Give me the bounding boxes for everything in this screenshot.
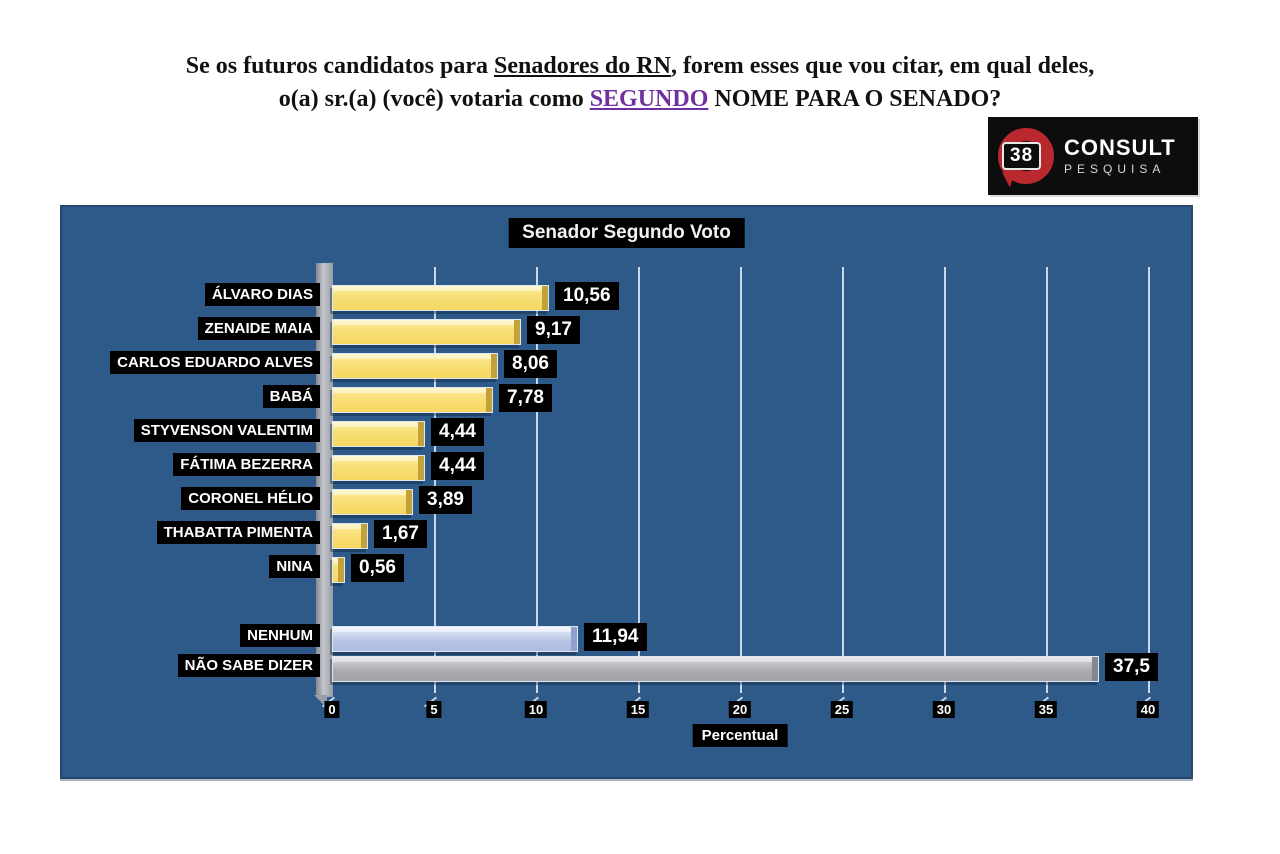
value-label: 4,44 <box>431 452 484 480</box>
category-label: THABATTA PIMENTA <box>156 521 320 544</box>
logo-number: 38 <box>1002 142 1042 170</box>
value-label: 3,89 <box>419 486 472 514</box>
x-tick-label: 25 <box>830 701 854 718</box>
value-label: 11,94 <box>584 623 647 651</box>
consult-pesquisa-logo: 38 CONSULT PESQUISA <box>988 117 1198 195</box>
gridline <box>1046 267 1048 693</box>
bar-chart: Senador Segundo Voto Percentual 0 5 10 15 20… <box>60 205 1193 779</box>
category-label: BABÁ <box>262 385 320 408</box>
category-label: STYVENSON VALENTIM <box>133 419 320 442</box>
bar-blue <box>332 626 578 652</box>
x-tick-label: 30 <box>932 701 956 718</box>
survey-question: Se os futuros candidatos para Senadores … <box>0 50 1280 116</box>
gridline <box>1148 267 1150 693</box>
x-tick-label: 35 <box>1034 701 1058 718</box>
bar-yellow <box>332 523 368 549</box>
gridline <box>944 267 946 693</box>
x-tick-label: 10 <box>524 701 548 718</box>
bar-yellow <box>332 353 498 379</box>
bar-yellow <box>332 489 413 515</box>
question-text: , forem esses que vou citar, em qual del… <box>670 53 1095 79</box>
question-line-2: o(a) sr.(a) (você) votaria como SEGUNDO … <box>0 83 1280 116</box>
gridline <box>536 267 538 693</box>
bar-yellow <box>332 421 425 447</box>
logo-text: CONSULT PESQUISA <box>1064 135 1176 176</box>
gridline <box>842 267 844 693</box>
speech-bubble-icon: 38 <box>998 128 1054 188</box>
question-text: Se os futuros candidatos para <box>185 53 495 79</box>
gridline <box>638 267 640 693</box>
bar-gray <box>332 656 1099 682</box>
x-tick-label: 0 <box>324 701 340 718</box>
question-highlight-segundo: SEGUNDO <box>589 86 709 112</box>
category-label: FÁTIMA BEZERRA <box>173 453 320 476</box>
gridline <box>740 267 742 693</box>
x-axis-label: Percentual <box>692 724 788 747</box>
logo-bubble-tail <box>998 172 1014 188</box>
value-label: 8,06 <box>504 350 557 378</box>
logo-title: CONSULT <box>1064 135 1176 160</box>
category-label: CORONEL HÉLIO <box>181 487 320 510</box>
bar-yellow <box>332 557 345 583</box>
chart-title: Senador Segundo Voto <box>508 218 745 248</box>
question-line-1: Se os futuros candidatos para Senadores … <box>0 50 1280 83</box>
category-label: ÁLVARO DIAS <box>204 283 320 306</box>
value-label: 37,5 <box>1105 653 1158 681</box>
x-tick-label: 20 <box>728 701 752 718</box>
x-tick-label: 40 <box>1136 701 1160 718</box>
bar-yellow <box>332 319 521 345</box>
question-text: o(a) sr.(a) (você) votaria como <box>278 86 590 112</box>
bar-yellow <box>332 285 549 311</box>
question-underlined-text: Senadores do RN <box>494 53 671 79</box>
value-label: 1,67 <box>374 520 427 548</box>
value-label: 4,44 <box>431 418 484 446</box>
value-label: 0,56 <box>351 554 404 582</box>
value-label: 7,78 <box>499 384 552 412</box>
value-label: 10,56 <box>555 282 619 310</box>
category-label: CARLOS EDUARDO ALVES <box>110 351 320 374</box>
value-label: 9,17 <box>527 316 580 344</box>
plot-area: Senador Segundo Voto Percentual 0 5 10 15 20… <box>62 207 1191 777</box>
category-label: NINA <box>269 555 320 578</box>
x-tick-label: 5 <box>426 701 442 718</box>
gridline <box>434 267 436 693</box>
category-label: NÃO SABE DIZER <box>177 654 320 677</box>
x-tick-label: 15 <box>626 701 650 718</box>
category-label: ZENAIDE MAIA <box>197 317 320 340</box>
logo-subtitle: PESQUISA <box>1064 162 1166 176</box>
bar-yellow <box>332 455 425 481</box>
category-label: NENHUM <box>240 624 320 647</box>
bar-yellow <box>332 387 493 413</box>
question-text: NOME PARA O SENADO? <box>708 86 1002 112</box>
